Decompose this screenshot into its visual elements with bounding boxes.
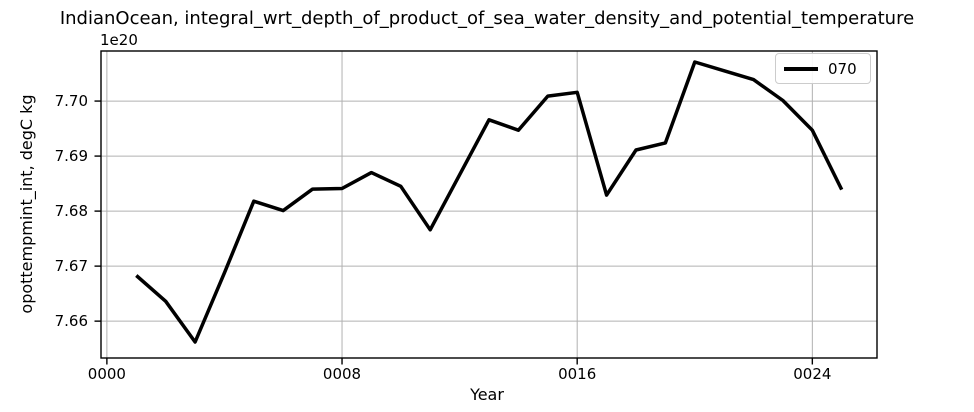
x-tick-label: 0008 (322, 365, 362, 383)
data-line-070 (135, 60, 844, 344)
y-tick-label: 7.67 (54, 257, 88, 276)
chart-title: IndianOcean, integral_wrt_depth_of_produ… (59, 8, 915, 29)
x-tick-label: 0024 (793, 365, 832, 383)
y-tick-label: 7.68 (54, 202, 88, 221)
y-axis-offset-label: 1e20 (100, 31, 138, 49)
legend: 070 (775, 53, 871, 84)
legend-label: 070 (828, 59, 857, 78)
x-tick-label: 0000 (87, 365, 126, 383)
x-axis-label: Year (470, 385, 504, 404)
y-tick-label: 7.69 (54, 147, 88, 166)
legend-line-sample (784, 66, 818, 71)
axes-spines (100, 50, 878, 359)
y-tick-label: 7.66 (54, 312, 88, 331)
x-tick-label: 0016 (558, 365, 597, 383)
y-tick-label: 7.70 (54, 92, 88, 111)
